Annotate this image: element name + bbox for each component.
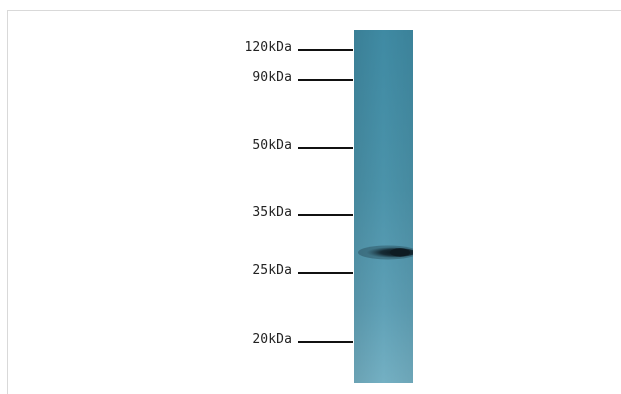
band-peak <box>390 248 410 257</box>
marker-label: 90kDa <box>252 70 292 85</box>
figure-frame <box>7 10 621 394</box>
marker-label: 120kDa <box>244 40 292 55</box>
blot-lane <box>354 30 413 383</box>
marker-tick <box>298 214 353 216</box>
marker-label: 35kDa <box>252 205 292 220</box>
lane-shading <box>354 30 413 383</box>
protein-band <box>358 245 413 260</box>
marker-tick <box>298 341 353 343</box>
marker-tick <box>298 272 353 274</box>
marker-tick <box>298 79 353 81</box>
marker-label: 50kDa <box>252 138 292 153</box>
marker-label: 20kDa <box>252 332 292 347</box>
marker-label: 25kDa <box>252 263 292 278</box>
blot-lane-image <box>354 30 413 383</box>
marker-tick <box>298 147 353 149</box>
marker-tick <box>298 49 353 51</box>
